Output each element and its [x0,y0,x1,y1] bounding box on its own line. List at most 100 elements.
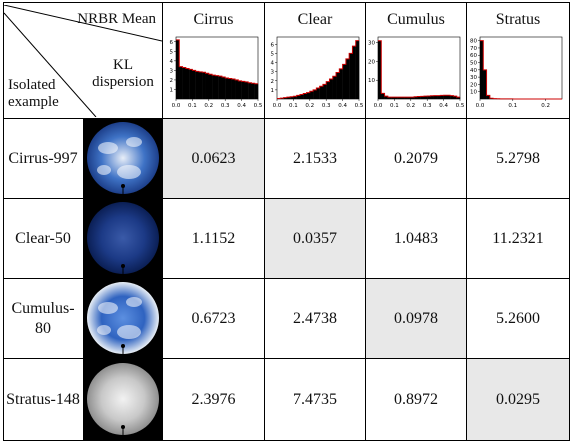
hist-bar [456,97,461,99]
x-tick-label: 0.2 [305,103,314,109]
hist-bar [208,74,212,99]
value-cell: 0.6723 [162,278,265,359]
hist-bar [316,88,320,99]
hist-bar [329,78,333,99]
sky-disc [87,201,159,274]
y-tick-label: 10 [470,90,477,96]
hist-bar [483,69,487,99]
hist-bar [394,97,398,99]
histogram: 0.0 0.1 0.2 0.3 0.4 0.5 10 20 30 [368,36,465,109]
y-tick-label: 2 [169,78,173,84]
cloud [97,324,111,335]
x-tick-label: 0.5 [355,103,364,109]
hist-bar [443,95,448,99]
row-label-cell: Cirrus-997 [3,118,84,199]
x-tick-label: 0.1 [289,103,298,109]
header-row: NRBR Mean KL dispersion Isolated example… [3,2,570,119]
sky-disc [87,281,159,354]
diagonals [4,4,162,117]
table-row: Cirrus-997 0.0623 2.1533 0.2079 5.2798 [3,118,570,199]
value-cell: 11.2321 [466,198,570,279]
y-tick-label: 2 [271,79,275,85]
column-name: Stratus [495,11,541,28]
y-tick-label: 4 [271,61,275,67]
y-tick-label: 3 [169,68,173,74]
column-header: Cumulus 0.0 0.1 0.2 0.3 0.4 0.5 10 20 30 [365,2,467,119]
sky-image-cell [83,358,163,441]
value-cell: 2.3976 [162,358,265,441]
hist-bar [283,97,288,99]
column-header: Clear 0.0 0.1 0.2 0.3 0.4 0.5 1 2 3 4 5 6 [264,2,366,119]
hist-edge [175,39,258,85]
y-tick-label: 1 [169,87,173,93]
hist-bar [319,86,324,99]
sky-disc [87,121,159,194]
column-header: Cirrus 0.0 0.1 0.2 0.3 0.4 0.5 1 2 3 4 5 6 [162,2,265,119]
x-tick-label: 0.3 [423,103,432,109]
hist-bar [420,96,425,99]
hist-bar [339,68,343,99]
hist-edge [378,40,460,98]
hist-bar [352,46,356,99]
x-tick-label: 0.2 [406,103,415,109]
hist-bar [427,95,431,99]
row-label-cell: Cumulus-80 [3,278,84,359]
x-tick-label: 0.0 [273,103,282,109]
hist-bar [453,96,457,99]
hist-bar [404,97,408,99]
hist-bar [250,83,255,99]
cloud [98,301,118,314]
hist-bar [286,97,291,99]
x-tick-label: 0.0 [171,103,180,109]
value-cell: 5.2798 [466,118,570,199]
hist-bar [407,97,411,99]
hist-bar [450,95,454,99]
corner-middle: KL dispersion [92,56,154,90]
hist-bar [191,70,196,99]
row-label: Cumulus-80 [11,299,75,337]
hist-bar [211,75,216,99]
hist-bar [306,92,310,99]
hist-bar [309,91,314,99]
cloud [97,164,111,175]
hist-bar [224,78,229,99]
hist-edge [277,40,359,100]
hist-bar [446,95,451,99]
hist-bar [397,97,402,99]
sky-image-cell [83,198,163,279]
x-tick-label: 0.1 [390,103,399,109]
y-tick-label: 6 [169,40,173,46]
corner-cell: NRBR Mean KL dispersion Isolated example [3,2,163,119]
sky-disc [87,362,159,435]
table-row: Cumulus-80 0.6723 2.4738 0.0978 5.2600 [3,278,570,359]
hist-bar [345,58,350,99]
value-cell: 0.0623 [162,118,265,199]
hist-bar [480,40,484,99]
hist-bar [221,77,225,99]
plot-frame [479,36,563,100]
hist-bar [188,69,193,99]
sky-image-cell [83,118,163,199]
y-tick-label: 30 [470,75,477,81]
sky-image [87,121,159,196]
hist-bar [336,72,340,99]
y-tick-label: 40 [470,68,477,74]
row-label: Clear-50 [15,229,71,247]
hist-bar [349,53,353,99]
hist-bar [227,78,232,99]
cloud [117,164,141,179]
hist-bar [423,96,428,99]
hist-bar [332,76,337,99]
y-tick-label: 80 [470,39,477,45]
table-row: Clear-50 1.1152 0.0357 1.0483 11.2321 [3,198,570,279]
hist-bar [326,81,330,99]
hist-bar [205,73,209,99]
x-tick-label: 0.2 [204,103,213,109]
y-tick-label: 6 [271,42,275,48]
hist-bar [299,94,304,99]
hist-bar [381,93,385,99]
y-tick-label: 70 [470,46,477,52]
hist-edge [480,40,562,100]
y-tick-label: 20 [470,82,477,88]
